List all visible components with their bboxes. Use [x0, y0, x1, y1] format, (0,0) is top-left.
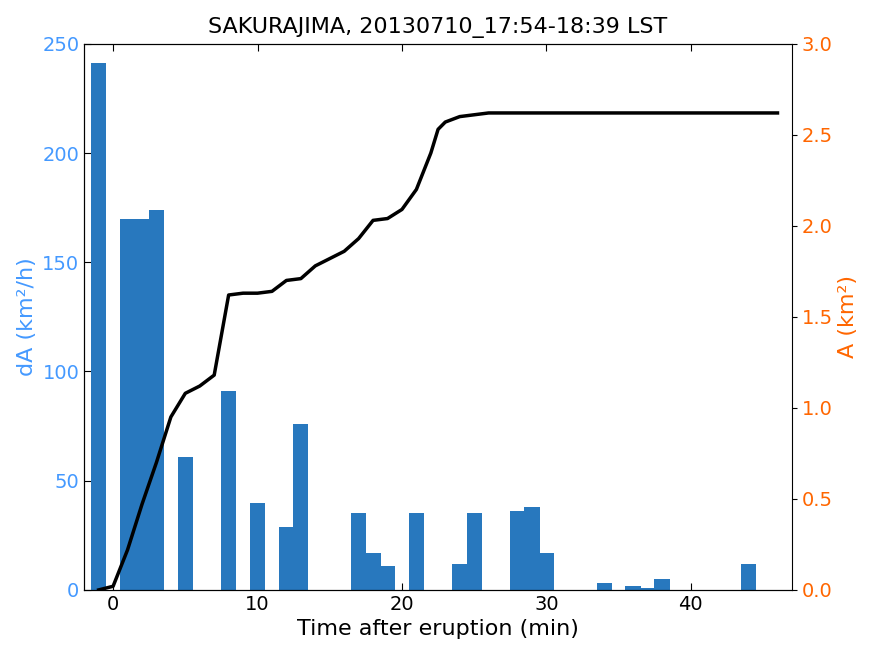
Bar	[452, 564, 467, 590]
Bar	[409, 514, 424, 590]
Bar	[524, 507, 540, 590]
Bar	[120, 218, 135, 590]
Bar	[135, 218, 150, 590]
Bar	[279, 527, 294, 590]
Bar	[741, 564, 756, 590]
Bar	[466, 514, 482, 590]
Bar	[640, 588, 655, 590]
Bar	[250, 502, 265, 590]
Bar	[539, 553, 554, 590]
Bar	[654, 579, 669, 590]
Y-axis label: A (km²): A (km²)	[838, 276, 858, 358]
Y-axis label: dA (km²/h): dA (km²/h)	[17, 257, 37, 377]
Bar	[178, 457, 192, 590]
Bar	[366, 553, 381, 590]
Bar	[510, 511, 525, 590]
Bar	[149, 210, 164, 590]
Title: SAKURAJIMA, 20130710_17:54-18:39 LST: SAKURAJIMA, 20130710_17:54-18:39 LST	[208, 16, 668, 37]
Bar	[351, 514, 367, 590]
Bar	[91, 64, 106, 590]
Bar	[380, 566, 396, 590]
Bar	[221, 391, 236, 590]
Bar	[626, 586, 640, 590]
X-axis label: Time after eruption (min): Time after eruption (min)	[298, 619, 579, 640]
Bar	[597, 583, 612, 590]
Bar	[293, 424, 309, 590]
